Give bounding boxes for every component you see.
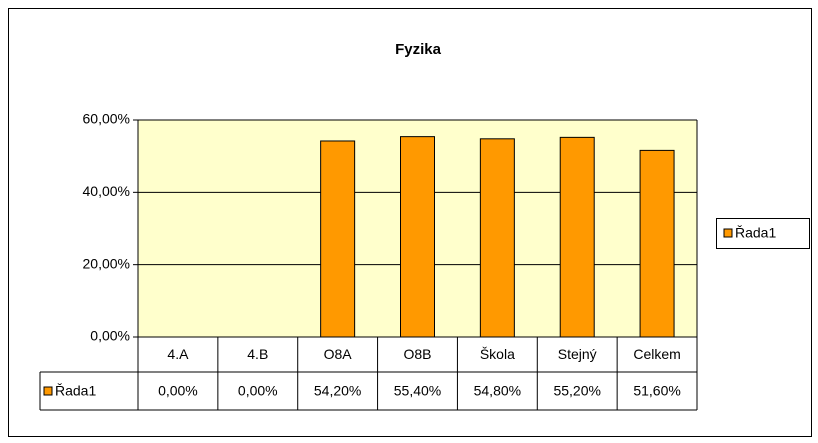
x-tick-label: 4.B	[247, 346, 268, 362]
table-row-label: Řada1	[55, 383, 96, 399]
bar	[639, 149, 675, 338]
y-tick-label: 60,00%	[83, 111, 130, 127]
table-value: 0,00%	[158, 383, 198, 399]
x-tick-label: Celkem	[633, 346, 680, 362]
x-tick-label: O8A	[324, 346, 353, 362]
bar	[559, 136, 595, 338]
y-tick-label: 20,00%	[83, 255, 130, 271]
x-tick-label: Škola	[480, 346, 515, 362]
table-value: 55,20%	[553, 383, 600, 399]
bar	[320, 140, 356, 338]
x-tick-label: 4.A	[167, 346, 189, 362]
x-tick-label: Stejný	[558, 346, 597, 362]
legend-key	[723, 228, 733, 238]
table-legend-key	[43, 386, 53, 396]
x-tick-label: O8B	[403, 346, 431, 362]
table-value: 55,40%	[394, 383, 441, 399]
y-tick-label: 0,00%	[90, 328, 130, 344]
y-tick-label: 40,00%	[83, 183, 130, 199]
table-value: 54,20%	[314, 383, 361, 399]
bar	[400, 136, 435, 338]
chart-title: Fyzika	[395, 41, 442, 58]
table-value: 0,00%	[238, 383, 278, 399]
bar	[479, 138, 515, 338]
legend-label: Řada1	[735, 225, 776, 241]
table-value: 54,80%	[474, 383, 521, 399]
table-value: 51,60%	[633, 383, 680, 399]
